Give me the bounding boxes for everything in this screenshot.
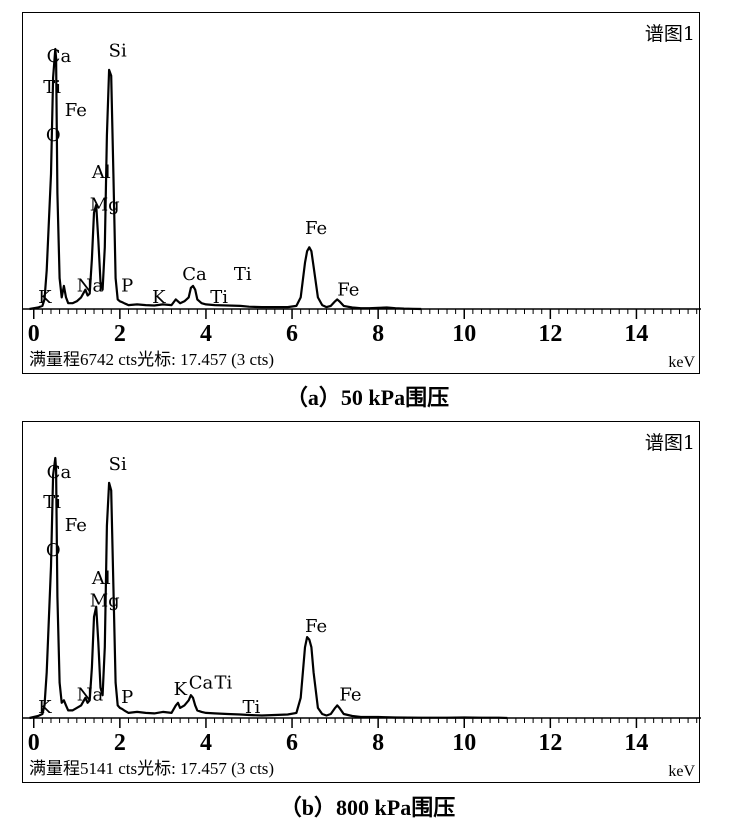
spectrum-title: 谱图1 <box>644 23 695 45</box>
peak-label: Mg <box>90 195 120 216</box>
peak-label: Na <box>77 276 104 297</box>
peak-label: Ti <box>43 492 61 513</box>
peak-label: K <box>174 679 188 700</box>
peak-label: K <box>38 287 52 308</box>
peak-label: Fe <box>65 515 87 536</box>
peak-label: Fe <box>65 100 87 121</box>
peak-label: Ti <box>210 287 228 308</box>
peak-label: Ti <box>234 264 252 285</box>
peak-label: O <box>46 125 61 146</box>
spectrum-title: 谱图1 <box>644 432 695 454</box>
peak-label: Si <box>109 40 127 61</box>
x-tick-label: 14 <box>624 321 648 347</box>
x-tick-label: 14 <box>624 730 648 756</box>
peak-label: Fe <box>337 280 359 301</box>
spectrum-panel-b: 0 2 4 6 8 10 12 14 Ca Ti Fe O Si Al Mg K Na P K Ca Ti Ti Fe Fe … <box>22 421 701 783</box>
peak-label: Ca <box>189 673 214 694</box>
x-tick-label: 12 <box>538 321 562 347</box>
peak-label: Ti <box>215 673 233 694</box>
spectrum-line <box>29 47 422 311</box>
x-axis-unit: keV <box>668 763 695 780</box>
peak-label: K <box>152 287 166 308</box>
full-scale-cursor-readout: 满量程5141 cts光标: 17.457 (3 cts) <box>29 759 275 778</box>
x-tick-label: 0 <box>28 730 40 756</box>
peak-label: K <box>38 697 52 718</box>
figure-caption-b: （b）800 kPa围压 <box>279 795 456 820</box>
x-tick-label: 8 <box>372 321 384 347</box>
x-tick-label: 6 <box>286 730 298 756</box>
x-tick-label: 4 <box>200 321 212 347</box>
peak-label: Ca <box>47 462 72 483</box>
figure-caption-a: （a）50 kPa围压 <box>285 385 450 410</box>
peak-label: Na <box>77 684 104 705</box>
x-tick-label: 8 <box>372 730 384 756</box>
x-tick-label: 6 <box>286 321 298 347</box>
spectrum-line <box>29 456 508 720</box>
x-tick-label: 2 <box>114 730 126 756</box>
x-tick-label: 2 <box>114 321 126 347</box>
full-scale-cursor-readout: 满量程6742 cts光标: 17.457 (3 cts) <box>29 350 275 369</box>
peak-label: Ca <box>182 264 207 285</box>
peak-label: Fe <box>305 218 327 239</box>
spectrum-panel-a: 0 2 4 6 8 10 12 14 Ca Ti Fe O Si Al Mg K Na P K Ca Ti Ti Fe Fe … <box>22 12 701 374</box>
peak-label: Fe <box>339 684 361 705</box>
peak-label: Si <box>109 454 127 475</box>
x-tick-label: 10 <box>452 730 476 756</box>
peak-label: Al <box>91 568 111 589</box>
x-tick-label: 0 <box>28 321 40 347</box>
x-tick-label: 10 <box>452 321 476 347</box>
peak-label: O <box>46 540 61 561</box>
peak-label: Fe <box>305 616 327 637</box>
peak-label: P <box>121 687 133 708</box>
x-tick-label: 4 <box>200 730 212 756</box>
peak-label: Ti <box>43 77 61 98</box>
peak-label: Al <box>91 162 111 183</box>
peak-label: P <box>121 276 133 297</box>
peak-label: Mg <box>90 591 120 612</box>
peak-label: Ca <box>47 46 72 67</box>
x-tick-label: 12 <box>538 730 562 756</box>
peak-label: Ti <box>243 697 261 718</box>
x-axis-unit: keV <box>668 354 695 371</box>
